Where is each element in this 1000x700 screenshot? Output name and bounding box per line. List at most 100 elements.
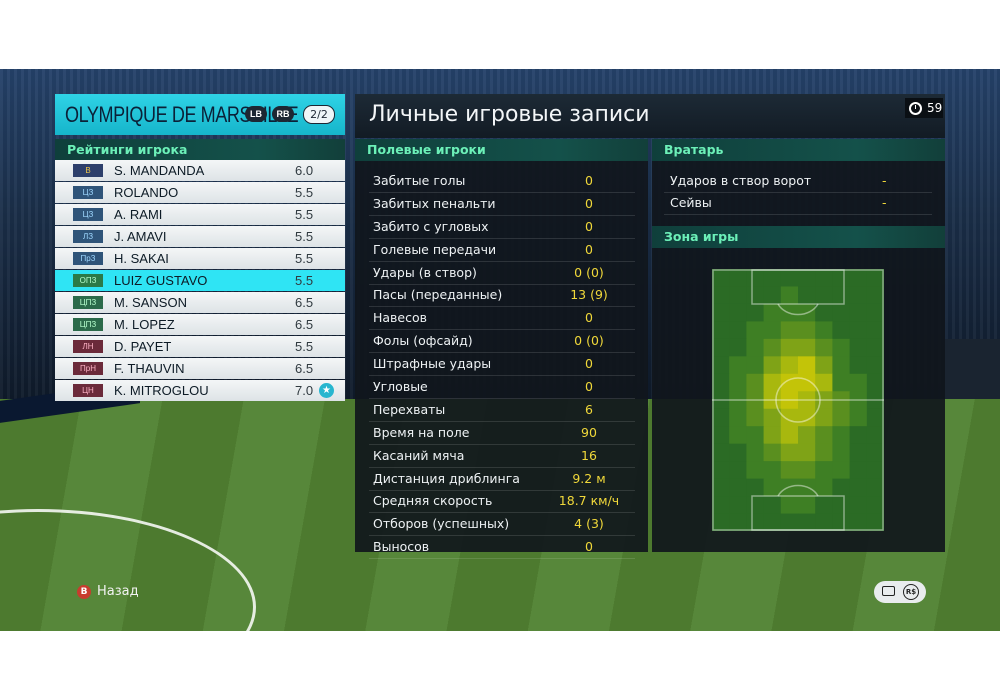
heatmap-cell [712, 391, 730, 410]
heatmap-cell [746, 513, 765, 531]
stat-row: Забито с угловых 0 [369, 217, 635, 239]
stat-value: 9.2 м [572, 470, 606, 486]
goalkeeper-title: Вратарь [652, 139, 945, 161]
player-rating: 5.5 [295, 273, 314, 288]
stat-label: Фолы (офсайд) [373, 333, 473, 349]
heatmap-cell [832, 303, 851, 322]
heatmap-cell [798, 269, 816, 287]
player-rating: 7.0 [295, 383, 314, 398]
position-badge: ПрЗ [73, 252, 103, 265]
player-name: H. SAKAI [114, 251, 169, 266]
position-badge: ОПЗ [73, 274, 103, 287]
player-row[interactable]: ЦН K. MITROGLOU 7.0 ★ [55, 380, 345, 401]
stat-value: 0 [585, 173, 593, 188]
player-row[interactable]: ЛН D. PAYET 5.5 [55, 336, 345, 357]
player-row[interactable]: ЛЗ J. AMAVI 5.5 [55, 226, 345, 247]
position-badge: ЦЗ [73, 208, 103, 221]
player-row[interactable]: ЦПЗ M. LOPEZ 6.5 [55, 314, 345, 335]
stat-label: Отборов (успешных) [373, 516, 510, 532]
stat-value: 13 (9) [570, 287, 608, 303]
player-row[interactable]: ЦПЗ M. SANSON 6.5 [55, 292, 345, 313]
heatmap-cell [780, 461, 799, 480]
heatmap-cell [712, 478, 730, 497]
player-row[interactable]: ПрЗ H. SAKAI 5.5 [55, 248, 345, 269]
rb-button-icon[interactable]: RB [272, 106, 294, 122]
heatmap-cell [746, 303, 765, 322]
lb-button-icon[interactable]: LB [245, 106, 267, 122]
heatmap-cell [780, 496, 799, 515]
heatmap-cell [746, 443, 765, 462]
heatmap-cell [832, 356, 851, 375]
stat-row: Фолы (офсайд) 0 (0) [369, 331, 635, 354]
heatmap-cell [729, 269, 747, 287]
player-row[interactable]: ЦЗ ROLANDO 5.5 [55, 182, 345, 203]
heatmap-cell [763, 286, 782, 305]
position-badge: ЛЗ [73, 230, 103, 243]
gk-stat-value: - [882, 173, 887, 188]
heatmap-cell [866, 478, 884, 497]
heatmap-cell [832, 338, 851, 357]
stat-label: Удары (в створ) [373, 264, 477, 280]
player-row[interactable]: ОПЗ LUIZ GUSTAVO 5.5 [55, 270, 345, 291]
stat-row: Отборов (успешных) 4 (3) [369, 514, 635, 537]
stat-label: Пасы (переданные) [373, 287, 503, 303]
heatmap-cell [849, 461, 868, 480]
heatmap-cell [815, 321, 833, 340]
heatmap-cell [798, 286, 816, 305]
goalkeeper-panel: Вратарь Ударов в створ ворот - Сейвы - Зона… [652, 139, 945, 552]
heatmap-cell [815, 373, 833, 392]
back-label: Назад [97, 584, 139, 599]
player-row[interactable]: ПрН F. THAUVIN 6.5 [55, 358, 345, 379]
heatmap-cell [832, 269, 851, 287]
heatmap-cell [712, 356, 730, 375]
heatmap-cell [866, 303, 884, 322]
stat-label: Штрафные удары [373, 356, 492, 372]
position-badge: ПрН [73, 362, 103, 375]
stat-label: Время на поле [373, 424, 470, 440]
heatmap-cell [729, 303, 747, 322]
heatmap-cell [763, 513, 782, 531]
heatmap-cell [729, 338, 747, 357]
heatmap-cell [712, 321, 730, 340]
heatmap-cell [849, 286, 868, 305]
player-name: M. LOPEZ [114, 317, 175, 332]
heatmap-cell [763, 303, 782, 322]
stat-value: 0 [585, 356, 593, 372]
man-of-match-star-icon: ★ [319, 383, 334, 398]
stat-row: Средняя скорость 18.7 км/ч [369, 491, 635, 514]
pitch-marking [777, 303, 819, 316]
heatmap-cell [832, 373, 851, 392]
stat-value: 16 [581, 447, 597, 463]
gk-stat-row: Сейвы - [664, 193, 932, 215]
heatmap-cell [729, 356, 747, 375]
heatmap-cell [832, 461, 851, 480]
stat-value: 0 [585, 310, 593, 326]
heatmap-cell [712, 303, 730, 322]
heatmap-cell [798, 461, 816, 480]
pitch-marking [712, 269, 884, 531]
goalkeeper-stats-list: Ударов в створ ворот - Сейвы - [664, 171, 932, 215]
player-ratings-list: В S. MANDANDA 6.0 ЦЗ ROLANDO 5.5 ЦЗ A. RAMI 5.5 Л… [55, 160, 345, 402]
stat-label: Голевые передачи [373, 241, 497, 257]
position-badge: ЦПЗ [73, 296, 103, 309]
heatmap-svg [712, 269, 884, 531]
stat-value: 0 [585, 218, 593, 234]
heatmap-cell [746, 478, 765, 497]
heatmap-cell [763, 426, 782, 445]
player-rating: 5.5 [295, 339, 314, 354]
heatmap-cell [849, 391, 868, 410]
stat-row: Дистанция дриблинга 9.2 м [369, 469, 635, 491]
heatmap-cell [866, 391, 884, 410]
stat-row: Забитые голы 0 [369, 171, 635, 193]
heatmap-cell [832, 321, 851, 340]
player-row[interactable]: В S. MANDANDA 6.0 [55, 160, 345, 181]
heatmap-cell [712, 461, 730, 480]
chat-button[interactable]: R$ [874, 581, 926, 603]
heatmap-cell [849, 356, 868, 375]
player-row[interactable]: ЦЗ A. RAMI 5.5 [55, 204, 345, 225]
heatmap-cell [712, 513, 730, 531]
player-name: S. MANDANDA [114, 163, 205, 178]
field-players-title: Полевые игроки [355, 139, 648, 161]
heatmap-cell [849, 303, 868, 322]
heatmap-cell [780, 286, 799, 305]
